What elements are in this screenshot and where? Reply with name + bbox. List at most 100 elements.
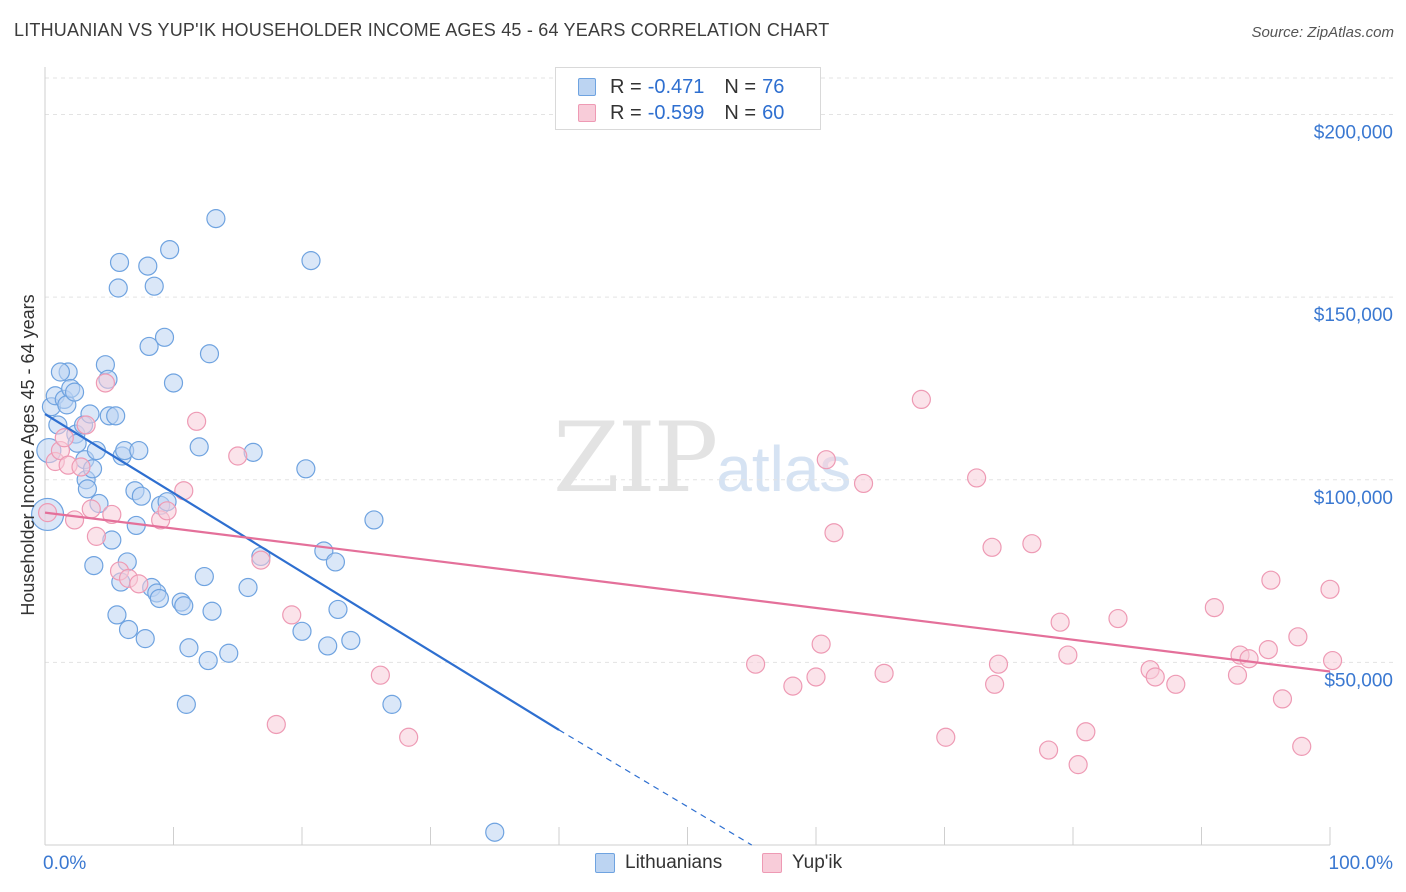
legend-n-value: 60 — [762, 101, 785, 124]
data-point — [138, 256, 158, 276]
data-point — [108, 278, 128, 298]
data-point — [86, 526, 107, 546]
data-point — [76, 415, 96, 435]
series-legend-yupik: Yup'ik — [762, 852, 842, 874]
data-point — [1050, 612, 1070, 632]
data-point — [238, 577, 258, 598]
legend-n-value: 76 — [762, 75, 785, 98]
data-points — [30, 209, 1343, 842]
data-point — [157, 501, 177, 521]
data-point — [1068, 755, 1088, 775]
data-point — [341, 630, 361, 651]
data-point — [816, 450, 836, 470]
data-point — [198, 650, 218, 671]
y-axis-label: Householder Income Ages 45 - 64 years — [18, 294, 38, 615]
series-legend-lithuanians: Lithuanians — [595, 852, 722, 874]
data-point — [1076, 722, 1096, 742]
legend-r-label: R = — [610, 101, 642, 124]
trend-lines — [44, 413, 1331, 846]
x-tick-labels: 0.0% 100.0% — [43, 853, 1393, 874]
data-point — [64, 510, 85, 530]
data-point — [194, 566, 214, 587]
data-point — [1022, 534, 1042, 554]
series-lithuanians — [30, 209, 505, 842]
data-point — [144, 276, 164, 296]
data-point — [95, 373, 115, 393]
data-point — [988, 654, 1009, 674]
data-point — [149, 588, 169, 609]
legend-n-label: N = — [724, 101, 757, 124]
data-point — [102, 504, 122, 525]
trend-line-lithuanians — [44, 413, 560, 731]
series-label-yupik: Yup'ik — [792, 852, 843, 873]
legend-r-value: -0.471 — [647, 75, 705, 98]
data-point — [318, 636, 338, 656]
data-point — [174, 481, 194, 501]
data-point — [163, 373, 184, 393]
data-point — [139, 336, 159, 357]
data-point — [1320, 579, 1340, 599]
data-point — [936, 727, 956, 747]
y-tick-label: $50,000 — [1324, 670, 1393, 691]
data-point — [84, 555, 104, 576]
trend-extension-lithuanians — [558, 729, 753, 846]
gridlines — [45, 77, 1393, 663]
data-point — [1204, 597, 1224, 618]
data-point — [77, 479, 98, 499]
data-point — [106, 406, 126, 426]
data-point — [399, 727, 419, 747]
data-point — [1288, 627, 1308, 647]
data-point — [206, 209, 226, 229]
legend-r-label: R = — [610, 75, 642, 98]
data-point — [364, 510, 384, 530]
data-point — [1227, 665, 1248, 685]
data-point — [118, 619, 139, 640]
data-point — [187, 411, 207, 431]
data-point — [189, 437, 209, 457]
data-point — [1038, 740, 1059, 760]
data-point — [292, 621, 312, 641]
watermark-zip: ZIP — [553, 402, 718, 514]
data-point — [1108, 608, 1128, 629]
y-tick-label: $150,000 — [1314, 305, 1393, 326]
data-point — [382, 694, 402, 714]
data-point — [282, 605, 302, 625]
data-point — [174, 596, 194, 616]
data-point — [874, 663, 894, 683]
data-point — [1258, 639, 1278, 660]
data-point — [219, 643, 239, 663]
series-label-lithuanians: Lithuanians — [625, 852, 723, 873]
data-point — [746, 654, 766, 674]
data-point — [911, 389, 931, 410]
data-point — [160, 240, 180, 260]
data-point — [129, 440, 149, 461]
data-point — [71, 457, 91, 477]
data-point — [154, 327, 175, 347]
legend-row-yupik: R = -0.599 N = 60 — [578, 101, 784, 125]
series-yupik — [37, 373, 1343, 775]
data-point — [806, 667, 826, 687]
legend-swatch-lithuanians — [578, 78, 596, 96]
data-point — [179, 638, 199, 658]
legend-swatch-yupik — [578, 104, 596, 122]
data-point — [81, 499, 101, 519]
data-point — [129, 574, 149, 594]
data-point — [301, 251, 321, 271]
data-point — [1166, 674, 1186, 694]
data-point — [109, 252, 130, 273]
watermark-atlas: atlas — [716, 433, 852, 505]
y-tick-label: $200,000 — [1314, 123, 1393, 144]
correlation-legend: R = -0.471 N = 76 R = -0.599 N = 60 — [555, 67, 821, 130]
data-point — [54, 428, 74, 448]
data-point — [176, 694, 196, 714]
data-point — [370, 665, 390, 685]
series-swatch-yupik — [762, 853, 782, 873]
data-point — [131, 486, 151, 506]
data-point — [202, 601, 222, 621]
data-point — [485, 822, 505, 842]
data-point — [982, 537, 1002, 557]
data-point — [1239, 649, 1259, 669]
legend-n-label: N = — [724, 75, 757, 98]
data-point — [1145, 667, 1165, 687]
